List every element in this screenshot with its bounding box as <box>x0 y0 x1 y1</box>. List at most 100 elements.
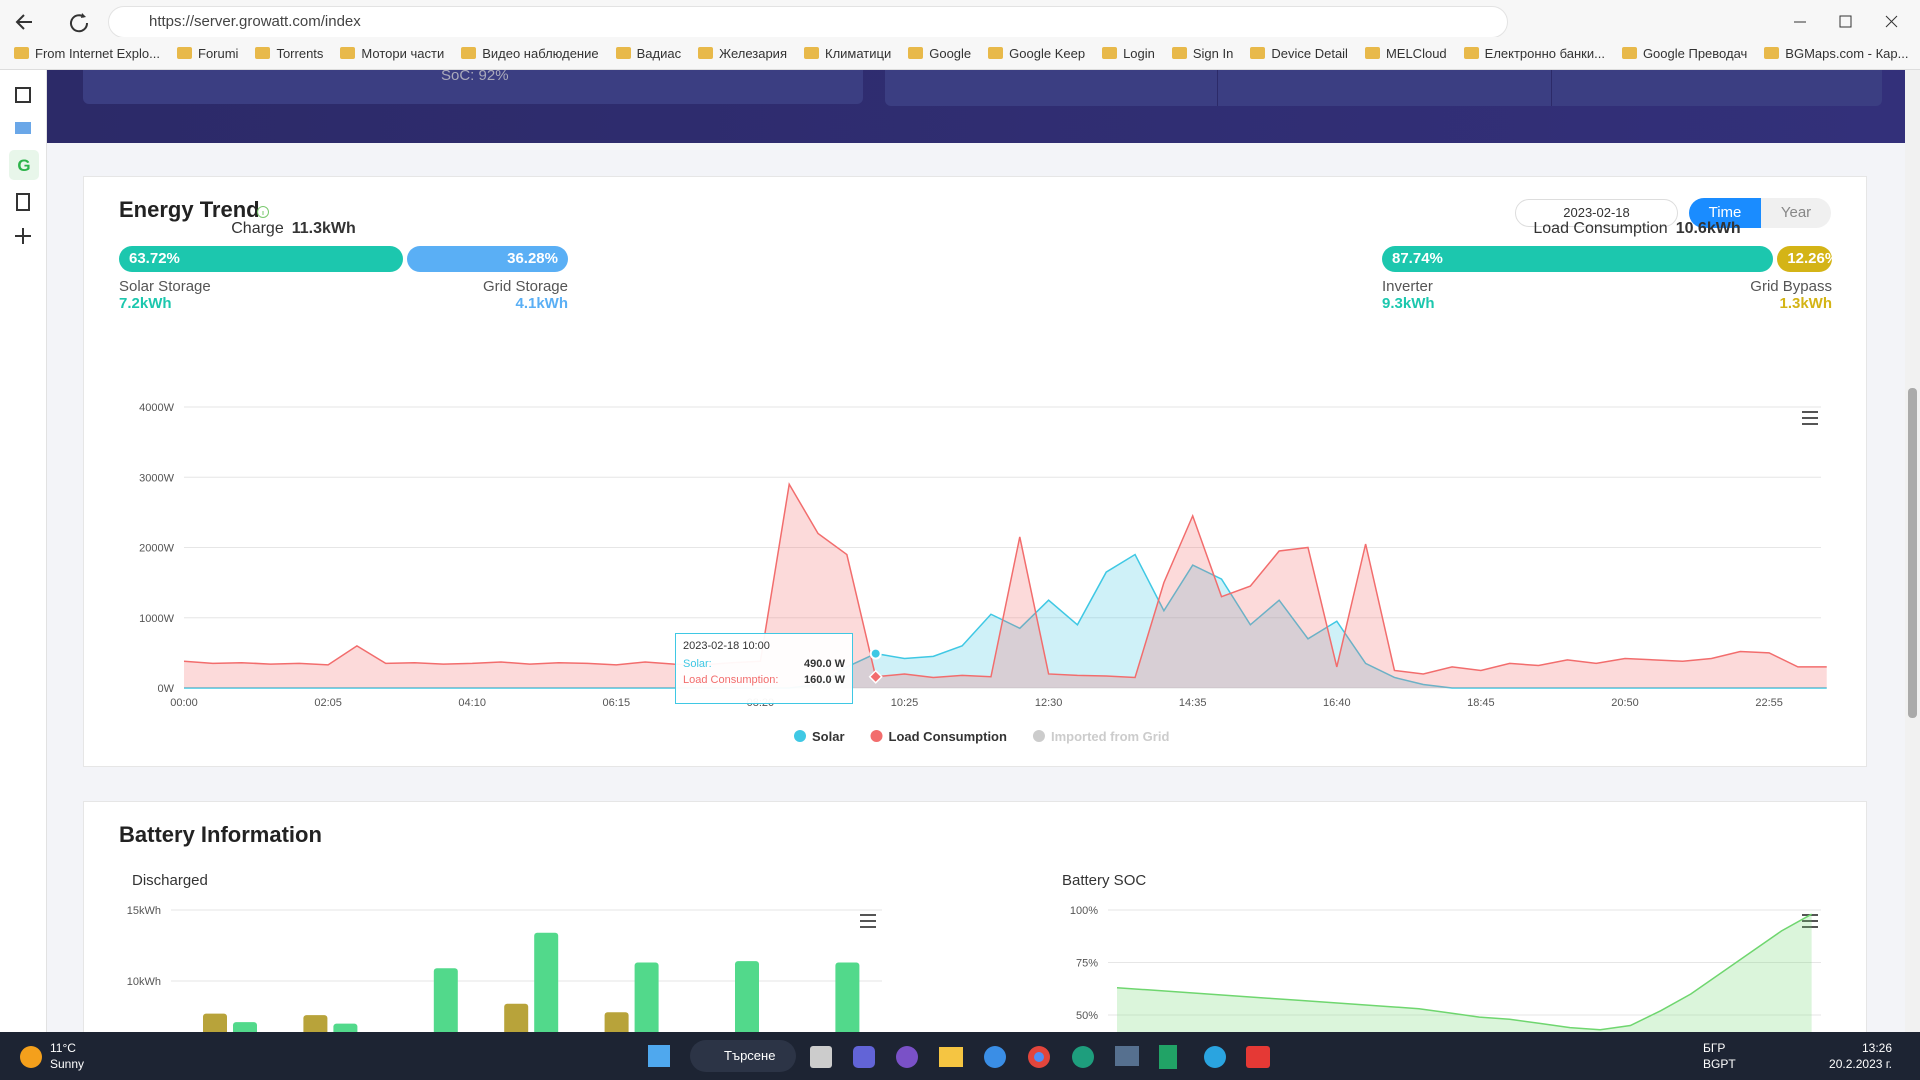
bookmark[interactable]: Електронно банки... <box>1463 45 1605 61</box>
bookmarks-bar: From Internet Explo... Forumi Torrents Мото… <box>0 37 1920 70</box>
summary-names: Inverter Grid Bypass <box>1382 278 1832 295</box>
sidebar: G <box>0 70 47 1032</box>
area-fill <box>184 484 1827 688</box>
scroll-thumb[interactable] <box>1908 388 1917 718</box>
bookmark[interactable]: Железария <box>698 46 787 61</box>
legend-label[interactable]: Solar <box>812 729 845 744</box>
summary-name: Solar Storage <box>119 278 211 295</box>
bookmark[interactable]: Google Преводач <box>1621 46 1747 61</box>
bar <box>634 962 659 1032</box>
date-picker[interactable]: 2023-02-18 <box>1515 199 1678 227</box>
tooltip-title: 2023-02-18 10:00 <box>683 640 770 652</box>
bar <box>735 961 759 1032</box>
bookmark-label: Login <box>1123 45 1155 61</box>
tab-year[interactable]: Year <box>1761 198 1831 228</box>
bar <box>233 1022 257 1032</box>
bookmark-label: Електронно банки... <box>1484 45 1605 61</box>
bookmark-icon <box>1364 47 1380 59</box>
y-tick-label: 0W <box>158 683 175 695</box>
bookmark[interactable]: Климатици <box>804 46 891 61</box>
bookmark-label: Климатици <box>825 45 892 61</box>
chart-title: Discharged <box>132 872 208 889</box>
bookmark-icon <box>1250 47 1266 59</box>
y-tick-label: 4000W <box>139 402 174 414</box>
series-line <box>184 553 1827 689</box>
bookmark-icon <box>177 47 192 59</box>
summary-amounts: 7.2kWh 4.1kWh <box>119 295 568 312</box>
bookmark[interactable]: Sign In <box>1171 46 1233 61</box>
bookmark[interactable]: Вадиас <box>615 45 682 61</box>
scrollbar[interactable] <box>1905 70 1920 1032</box>
legend-label[interactable]: Load Consumption <box>889 729 1007 744</box>
bookmark[interactable]: Google <box>908 46 971 61</box>
summary-bars: 63.72% 36.28% <box>119 246 568 272</box>
bookmark[interactable]: BGMaps.com - Кар... <box>1764 46 1908 61</box>
bookmark-label: Forumi <box>198 45 239 61</box>
bookmark[interactable]: From Internet Explo... <box>14 46 160 61</box>
y-tick-label: 100% <box>1070 905 1098 917</box>
bar <box>504 1003 529 1032</box>
x-tick-label: 06:15 <box>603 697 631 709</box>
bookmark-label: Вадиас <box>636 45 682 61</box>
input-language[interactable]: БГР <box>1703 1041 1726 1055</box>
bookmark[interactable]: Torrents <box>255 46 323 61</box>
summary-amount: 7.2kWh <box>119 295 172 312</box>
bookmark-icon <box>1171 47 1187 59</box>
bookmark[interactable]: MELCloud <box>1364 45 1447 61</box>
tab-time[interactable]: Time <box>1689 198 1761 228</box>
bookmark[interactable]: Login <box>1102 46 1155 61</box>
bookmark-icon <box>908 47 924 59</box>
series-line <box>1116 913 1812 1031</box>
weather-icon[interactable] <box>20 1046 42 1068</box>
summary-name: Inverter <box>1382 278 1433 295</box>
info-icon[interactable] <box>256 205 270 219</box>
card-title: Energy Trend <box>119 197 260 222</box>
bookmark[interactable]: Forumi <box>177 46 238 61</box>
y-tick-label: 1000W <box>139 613 174 625</box>
banner-card <box>83 70 863 104</box>
legend-label[interactable]: Imported from Grid <box>1051 729 1170 744</box>
tooltip-value: 490.0 W <box>804 658 845 670</box>
summary-bar: 87.74% <box>1382 246 1774 272</box>
bookmark[interactable]: Google Keep <box>988 46 1085 61</box>
bookmark[interactable]: Мотори части <box>340 46 444 61</box>
hover-marker <box>869 647 882 660</box>
bookmark-icon <box>698 47 714 59</box>
search-box[interactable]: Търсене <box>690 1040 796 1072</box>
clock-date[interactable]: 20.2.2023 г. <box>1829 1057 1892 1071</box>
summary-bars: 87.74%12.26% <box>1382 246 1832 272</box>
load-summary: Load Consumption 10.6kWh 87.74%12.26% Inver… <box>1382 220 1832 312</box>
bookmark-icon <box>615 47 631 59</box>
start-button[interactable] <box>648 1045 670 1067</box>
bookmark[interactable]: Device Detail <box>1250 46 1348 61</box>
sidebar-icons[interactable]: G <box>0 70 47 270</box>
bookmark-icon <box>1102 47 1118 59</box>
x-tick-label: 10:25 <box>891 697 919 709</box>
divider <box>1551 70 1552 106</box>
taskbar-apps[interactable] <box>805 1042 1275 1072</box>
x-tick-label: 20:50 <box>1611 697 1639 709</box>
bar <box>333 1023 358 1032</box>
summary-head: Charge 11.3kWh <box>119 220 568 242</box>
divider <box>1217 70 1218 106</box>
x-tick-label: 14:35 <box>1179 697 1207 709</box>
bookmark[interactable]: Видео наблюдение <box>461 46 599 61</box>
bookmark-label: Железария <box>719 45 787 61</box>
bookmark-icon <box>1463 47 1479 59</box>
clock-time[interactable]: 13:26 <box>1861 1041 1892 1055</box>
summary-total: 11.3kWh <box>291 220 356 237</box>
summary-bar: 63.72% <box>119 246 403 272</box>
bookmark-label: MELCloud <box>1385 45 1447 61</box>
y-tick-label: 2000W <box>139 543 174 555</box>
summary-amount: 9.3kWh <box>1382 295 1435 312</box>
keyboard-layout[interactable]: BGPT <box>1703 1057 1736 1071</box>
nav-buttons[interactable] <box>14 10 94 34</box>
tooltip: 2023-02-18 10:00 Solar: 490.0 W Load Cons… <box>675 633 853 704</box>
legend-marker <box>794 730 806 742</box>
battery-card <box>83 801 1867 1061</box>
summary-names: Solar Storage Grid Storage <box>119 278 568 295</box>
bookmark-icon <box>340 47 356 59</box>
window-controls[interactable] <box>1790 10 1910 34</box>
